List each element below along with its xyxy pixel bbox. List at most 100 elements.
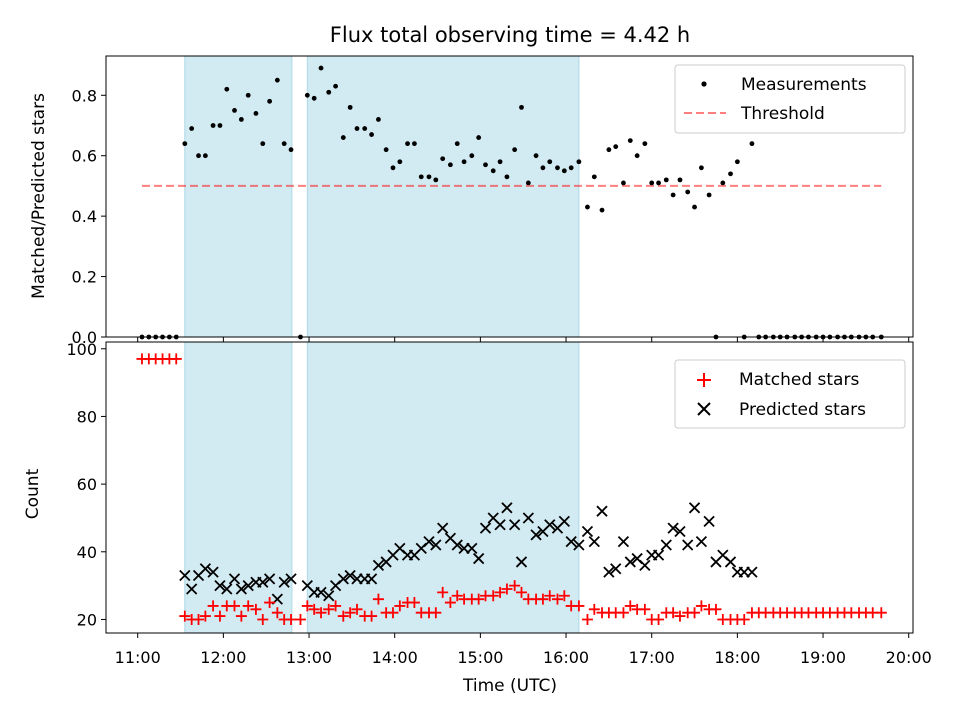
measurement-point — [561, 168, 567, 174]
matched-point — [710, 603, 722, 615]
measurement-point — [260, 141, 266, 147]
legend-predicted-label: Predicted stars — [739, 400, 866, 420]
matched-point — [235, 610, 247, 622]
measurement-point — [318, 65, 324, 71]
y-tick-label: 60 — [77, 475, 97, 494]
measurement-point — [490, 168, 496, 174]
matched-point — [537, 593, 549, 605]
measurement-point — [533, 153, 539, 159]
predicted-point — [199, 563, 212, 575]
top-panel: 0.00.20.40.60.8 Matched/Predicted stars … — [29, 55, 914, 347]
measurement-point — [326, 89, 332, 95]
predicted-point — [228, 573, 241, 585]
matched-point — [366, 610, 378, 622]
measurement-point — [267, 98, 273, 104]
x-tick-label: 12:00 — [200, 648, 246, 667]
predicted-point — [179, 569, 191, 582]
top-x-ticks — [137, 337, 910, 342]
matched-point — [494, 586, 506, 598]
measurement-point — [440, 156, 446, 162]
matched-point — [451, 590, 463, 602]
matched-point — [444, 597, 456, 609]
measurement-point — [369, 132, 374, 137]
measurement-point — [749, 141, 755, 147]
shaded-interval — [184, 341, 293, 634]
legend-measurements-label: Measurements — [741, 75, 867, 95]
matched-point — [573, 600, 585, 612]
measurement-point — [504, 174, 510, 180]
predicted-point — [565, 536, 577, 548]
predicted-point — [430, 539, 442, 551]
predicted-point — [323, 590, 335, 602]
matched-point — [738, 613, 750, 625]
matched-point — [617, 607, 629, 619]
matched-point — [330, 600, 342, 612]
matched-point — [674, 610, 686, 622]
predicted-point — [603, 566, 615, 578]
y-tick-label: 0.0 — [72, 328, 97, 347]
y-tick-label: 40 — [77, 543, 97, 562]
y-tick-label: 0.6 — [72, 147, 97, 166]
matched-point — [875, 607, 887, 619]
measurement-point — [311, 95, 317, 101]
predicted-point — [221, 583, 233, 595]
predicted-point — [315, 586, 327, 599]
matched-point — [199, 610, 211, 622]
matched-point — [689, 607, 701, 619]
measurement-point — [728, 171, 733, 177]
matched-point — [653, 613, 665, 625]
matched-point — [193, 613, 205, 625]
predicted-points — [179, 502, 758, 605]
matched-point — [264, 597, 276, 609]
measurement-point — [606, 147, 612, 153]
predicted-point — [372, 559, 385, 571]
measurement-point — [253, 111, 259, 116]
matched-point — [323, 603, 335, 615]
matched-point — [473, 593, 485, 605]
measurement-point — [433, 177, 439, 183]
measurement-point — [555, 165, 560, 171]
matched-point — [487, 590, 499, 602]
predicted-point — [285, 573, 297, 585]
bottom-shaded-intervals — [184, 341, 580, 634]
predicted-point — [509, 519, 521, 531]
measurement-point — [281, 141, 287, 147]
shaded-interval — [184, 55, 293, 338]
measurement-point — [333, 83, 338, 89]
measurement-point — [304, 92, 310, 98]
matched-point — [501, 583, 513, 595]
matched-point — [509, 580, 521, 592]
measurement-point — [232, 107, 237, 113]
top-y-ticks: 0.0 0.2 0.4 0.6 0.8 — [72, 86, 106, 347]
measurement-point — [245, 92, 251, 98]
measurement-point — [376, 117, 381, 122]
predicted-point — [695, 536, 708, 548]
matched-point — [581, 613, 593, 625]
measurement-point — [340, 135, 346, 140]
measurement-point — [634, 153, 640, 159]
predicted-point — [473, 552, 485, 565]
top-legend-box — [674, 64, 906, 134]
measurement-point — [238, 117, 244, 122]
matched-point — [695, 600, 707, 612]
matched-point — [207, 600, 219, 612]
measurement-point — [540, 165, 546, 171]
predicted-point — [501, 502, 513, 514]
measurement-point — [469, 153, 475, 159]
measurement-point — [202, 153, 208, 159]
measurement-point — [720, 180, 726, 186]
predicted-point — [703, 515, 715, 527]
matched-point — [179, 610, 191, 622]
matched-point — [372, 593, 384, 605]
bottom-axes-frame — [105, 341, 914, 634]
matched-point — [437, 586, 449, 598]
measurement-point — [418, 174, 424, 180]
predicted-point — [337, 573, 349, 585]
measurement-point — [525, 180, 531, 186]
measurement-point — [576, 159, 582, 165]
predicted-point — [263, 573, 276, 585]
legend-measurements-marker — [701, 81, 707, 87]
matched-point — [229, 600, 241, 612]
measurement-point — [426, 174, 432, 180]
matched-point — [544, 590, 556, 602]
